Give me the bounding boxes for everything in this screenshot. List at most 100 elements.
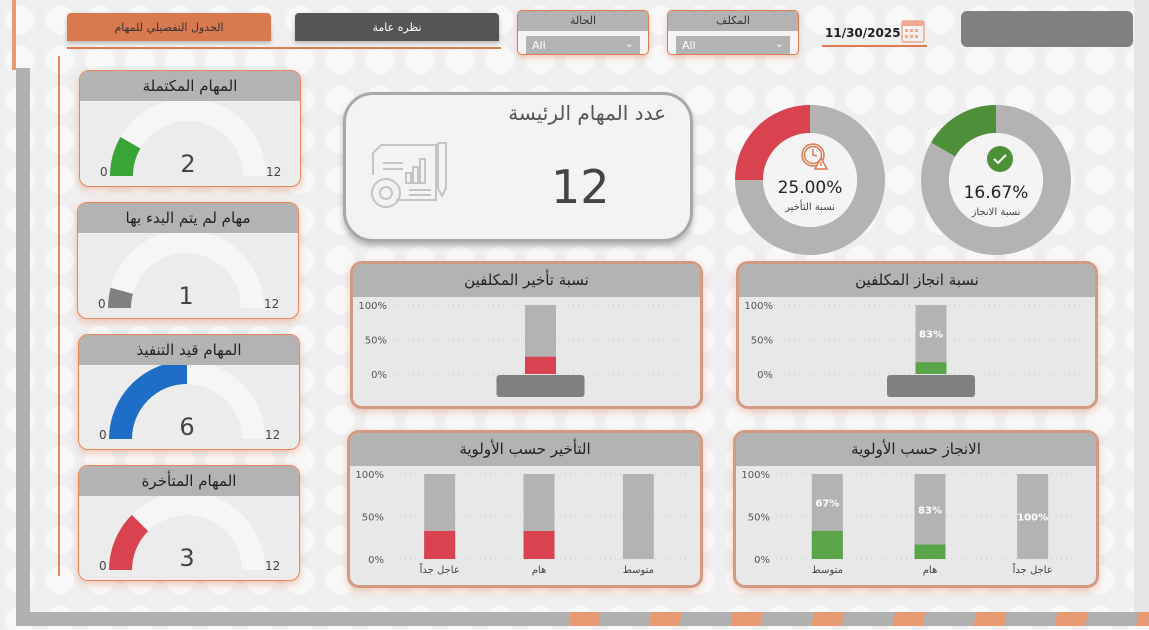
left-accent-line bbox=[12, 0, 16, 70]
bar-value bbox=[915, 362, 947, 374]
delay-rate-donut bbox=[735, 105, 886, 255]
bar-value bbox=[914, 544, 946, 559]
bar-value bbox=[523, 530, 555, 559]
assignee-filter-dropdown[interactable]: All ⌄ bbox=[676, 36, 790, 54]
assignee-delay-chart: نسبة تأخير المكلفين 100% 50% 0% bbox=[350, 261, 703, 409]
y-tick-label: 100% bbox=[744, 301, 773, 312]
completion-rate-donut bbox=[921, 105, 1072, 255]
y-tick-label: 50% bbox=[748, 513, 770, 524]
y-tick-label: 0% bbox=[757, 370, 773, 381]
completion-by-priority-chart: الانجاز حسب الأولوية 100% 50% 0% 67% متوسط 83%… bbox=[733, 430, 1099, 588]
gauge-card-not-started: مهام لم يتم البدء بها 1 0 12 bbox=[77, 202, 299, 319]
status-filter-value: All bbox=[532, 39, 546, 52]
y-tick-label: 50% bbox=[751, 336, 773, 347]
donut-value-slice bbox=[735, 105, 810, 180]
y-tick-label: 100% bbox=[355, 470, 384, 481]
gauge-value-arc bbox=[109, 361, 187, 439]
gauge-track bbox=[108, 230, 264, 308]
gauge-title: المهام المتأخرة bbox=[79, 466, 299, 496]
gauge-max: 12 bbox=[264, 297, 279, 311]
bar-value bbox=[811, 530, 843, 559]
bar-remainder bbox=[1017, 474, 1049, 559]
completion-rate-caption: نسبة الانجاز bbox=[971, 207, 1021, 218]
chart-title: التأخير حسب الأولوية bbox=[350, 433, 700, 466]
y-tick-label: 0% bbox=[754, 555, 770, 566]
overview-tab[interactable]: نظره عامة bbox=[295, 13, 499, 41]
x-category-label: هام bbox=[532, 565, 547, 576]
bottom-accent-stripes bbox=[570, 612, 1149, 626]
clock-warning-icon bbox=[800, 142, 830, 176]
donut-hole bbox=[763, 133, 857, 227]
assignee-completion-chart: نسبة انجاز المكلفين 100% 50% 0% 83% bbox=[736, 261, 1098, 409]
bar-data-label: 100% bbox=[1017, 513, 1048, 524]
delay-by-priority-chart: التأخير حسب الأولوية 100% 50% 0% عاجل جداً ها… bbox=[347, 430, 703, 588]
gauge-track bbox=[109, 492, 265, 570]
bar-value bbox=[424, 530, 456, 559]
gauge-max: 12 bbox=[265, 559, 280, 573]
gauge-chart: 6 0 12 bbox=[99, 361, 280, 442]
y-tick-label: 100% bbox=[741, 470, 770, 481]
bar-data-label: 67% bbox=[815, 498, 839, 509]
calendar-icon bbox=[901, 17, 925, 47]
redacted-category-label bbox=[887, 375, 975, 397]
chart-title: الانجاز حسب الأولوية bbox=[736, 433, 1096, 466]
gauge-min: 0 bbox=[99, 428, 107, 442]
redacted-logo-area bbox=[961, 11, 1133, 47]
chart-title: نسبة انجاز المكلفين bbox=[739, 264, 1095, 297]
gauge-track bbox=[110, 98, 266, 176]
bar-remainder bbox=[622, 474, 654, 559]
gauge-value: 2 bbox=[180, 150, 195, 178]
x-category-label: متوسط bbox=[812, 565, 843, 576]
gauge-value-arc bbox=[108, 287, 133, 308]
gauge-card-late: المهام المتأخرة 3 0 12 bbox=[78, 465, 300, 581]
gauge-value-arc bbox=[109, 514, 149, 570]
gauge-min: 0 bbox=[100, 165, 108, 179]
y-tick-label: 0% bbox=[368, 555, 384, 566]
status-filter-dropdown[interactable]: All ⌄ bbox=[526, 36, 640, 54]
gauge-title: المهام قيد التنفيذ bbox=[79, 335, 299, 365]
status-filter[interactable]: الحالة All ⌄ bbox=[517, 10, 649, 55]
gauge-title: مهام لم يتم البدء بها bbox=[78, 203, 298, 233]
redacted-category-label bbox=[496, 375, 585, 397]
x-category-label: متوسط bbox=[623, 565, 654, 576]
bar-data-label: 83% bbox=[918, 505, 942, 516]
y-tick-label: 0% bbox=[371, 370, 387, 381]
gauge-value-arc bbox=[110, 137, 141, 176]
kpi-title: عدد المهام الرئيسة bbox=[508, 101, 666, 125]
project-planning-icon bbox=[351, 135, 461, 219]
gauge-chart: 1 0 12 bbox=[98, 230, 279, 311]
gauge-value: 6 bbox=[179, 413, 194, 441]
bar-plot: 100% 50% 0% عاجل جداً هام متوسط bbox=[355, 470, 688, 576]
gauge-chart: 20 12 bbox=[100, 98, 281, 179]
vertical-divider bbox=[58, 56, 60, 576]
bar-data-label: 83% bbox=[919, 330, 943, 341]
x-category-label: عاجل جداً bbox=[419, 562, 459, 576]
bar-plot: 100% 50% 0% 83% bbox=[744, 301, 1083, 397]
chevron-down-icon: ⌄ bbox=[774, 37, 784, 50]
left-frame-bar bbox=[16, 68, 30, 613]
chevron-down-icon: ⌄ bbox=[624, 37, 634, 50]
assignee-filter-label: المكلف bbox=[668, 11, 798, 31]
x-category-label: هام bbox=[923, 565, 938, 576]
assignee-filter[interactable]: المكلف All ⌄ bbox=[667, 10, 799, 55]
gauge-max: 12 bbox=[266, 165, 281, 179]
delay-rate-caption: نسبة التأخير bbox=[785, 202, 835, 213]
report-date: 11/30/2025 bbox=[825, 26, 901, 40]
kpi-value: 12 bbox=[551, 160, 610, 214]
status-filter-label: الحالة bbox=[518, 11, 648, 31]
y-tick-label: 50% bbox=[362, 513, 384, 524]
completion-rate-value: 16.67% bbox=[963, 183, 1029, 203]
gauge-chart: 3 0 12 bbox=[99, 492, 280, 573]
detail-table-tab[interactable]: الجدول التفصيلي للمهام bbox=[67, 13, 271, 41]
delay-rate-value: 25.00% bbox=[777, 178, 843, 198]
donut-hole bbox=[949, 133, 1043, 227]
x-category-label: عاجل جداً bbox=[1012, 562, 1052, 576]
gauge-card-in-progress: المهام قيد التنفيذ 6 0 12 bbox=[78, 334, 300, 450]
gauge-max: 12 bbox=[265, 428, 280, 442]
gauge-min: 0 bbox=[98, 297, 106, 311]
right-frame-bar bbox=[1134, 0, 1149, 612]
donut-value-slice bbox=[931, 105, 996, 157]
y-tick-label: 50% bbox=[365, 336, 387, 347]
bar-plot: 100% 50% 0% bbox=[358, 301, 688, 397]
gauge-min: 0 bbox=[99, 559, 107, 573]
